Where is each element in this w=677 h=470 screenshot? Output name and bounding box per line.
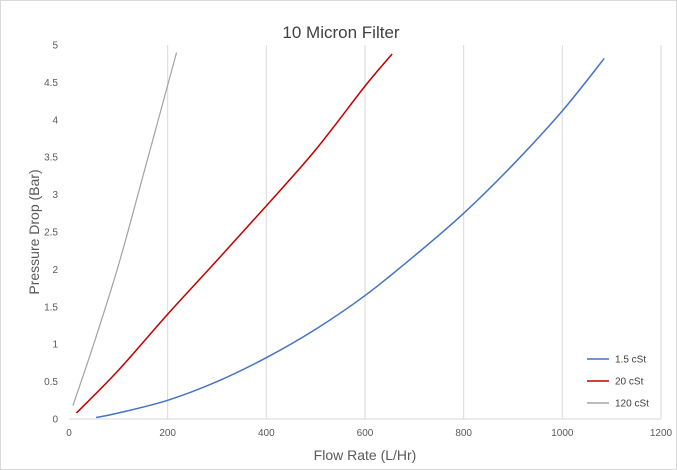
legend-label-2: 20 cSt: [615, 377, 644, 388]
series-line-3: [72, 52, 178, 406]
series-line-2: [75, 53, 393, 414]
y-tick-label: 4: [52, 115, 58, 126]
y-tick-label: 1.5: [44, 302, 58, 313]
axes: 0 200 400 600 800 1000 1200 0 0.5 1 1.5 2 2.5 3 3.5 4 4.…: [44, 41, 672, 440]
y-tick-label: 3.5: [44, 153, 58, 164]
y-tick-label: 0: [52, 415, 58, 426]
y-axis-title: Pressure Drop (Bar): [26, 169, 42, 294]
x-tick-label: 0: [66, 428, 72, 439]
chart-title: 10 Micron Filter: [282, 23, 399, 42]
y-tick-label: 2: [52, 265, 58, 276]
legend: 1.5 cSt 20 cSt 120 cSt: [587, 355, 649, 410]
y-tick-label: 5: [52, 41, 58, 52]
x-tick-label: 1000: [551, 428, 574, 439]
x-tick-label: 1200: [650, 428, 673, 439]
y-tick-label: 1: [52, 340, 58, 351]
y-tick-label: 2.5: [44, 228, 58, 239]
x-tick-label: 400: [258, 428, 275, 439]
y-tick-label: 4.5: [44, 78, 58, 89]
legend-label-1: 1.5 cSt: [615, 355, 646, 366]
x-tick-label: 800: [455, 428, 472, 439]
y-tick-label: 0.5: [44, 377, 58, 388]
x-axis-title: Flow Rate (L/Hr): [314, 447, 417, 463]
legend-label-3: 120 cSt: [615, 399, 649, 410]
x-tick-label: 200: [159, 428, 176, 439]
y-tick-label: 3: [52, 190, 58, 201]
gridlines: [167, 45, 662, 419]
series-line-1: [95, 57, 605, 419]
series-lines: [72, 52, 605, 419]
x-tick-label: 600: [357, 428, 374, 439]
